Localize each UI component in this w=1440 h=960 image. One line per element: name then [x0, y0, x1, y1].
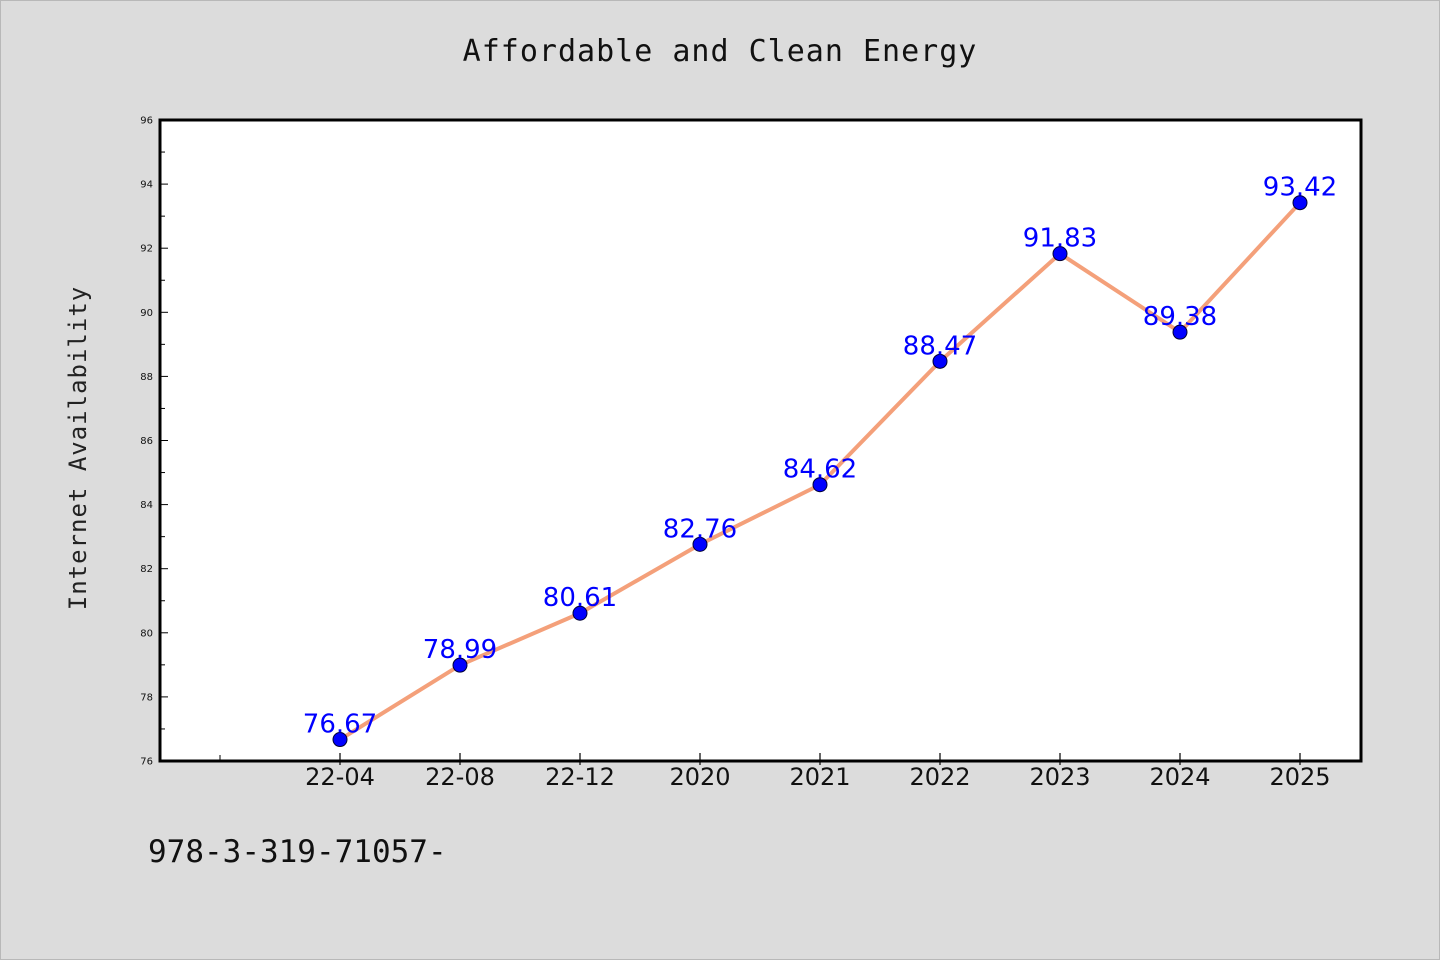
data-label: 80.61	[543, 583, 617, 613]
y-tick-label: 82	[140, 564, 153, 575]
y-tick-label: 96	[140, 116, 153, 127]
x-tick-label: 2022	[909, 763, 970, 791]
y-tick-label: 92	[140, 244, 153, 255]
x-tick-label: 2024	[1149, 763, 1210, 791]
x-tick-label: 22-04	[305, 763, 375, 791]
data-point	[572, 605, 588, 621]
y-tick-label: 84	[140, 500, 153, 511]
data-label: 93.42	[1263, 173, 1337, 203]
data-point	[1172, 324, 1188, 340]
x-tick-label: 22-12	[545, 763, 615, 791]
footer-code: 978-3-319-71057-	[148, 834, 447, 870]
data-point	[452, 657, 468, 673]
x-tick-label: 2020	[669, 763, 730, 791]
plot-area	[158, 118, 1363, 763]
y-tick-label: 88	[140, 372, 153, 383]
y-tick-label: 80	[140, 628, 153, 639]
y-axis-label: Internet Availability	[64, 286, 92, 610]
x-tick-label: 22-08	[425, 763, 495, 791]
data-point	[692, 536, 708, 552]
x-tick-label: 2025	[1269, 763, 1330, 791]
y-axis: 76 78 80 82 84 86 88 90 92 94 96	[140, 116, 168, 768]
x-axis: 22-04 22-08 22-12 2020 2021 2022 2023 2024 2025	[219, 753, 1331, 791]
data-label: 84.62	[783, 455, 857, 485]
data-label: 76.67	[303, 710, 377, 740]
y-tick-label: 78	[140, 692, 153, 703]
x-tick-label: 2021	[789, 763, 850, 791]
series-markers	[332, 195, 1308, 748]
data-label: 82.76	[663, 514, 737, 544]
data-label: 89.38	[1143, 302, 1217, 332]
data-label: 88.47	[903, 331, 977, 361]
data-label: 91.83	[1023, 224, 1097, 254]
data-point	[332, 732, 348, 748]
y-tick-label: 76	[140, 757, 153, 768]
data-point	[1292, 195, 1308, 211]
x-tick-label: 2023	[1029, 763, 1090, 791]
data-label: 78.99	[423, 635, 497, 665]
y-tick-label: 90	[140, 308, 153, 319]
data-point	[1052, 246, 1068, 262]
data-point	[812, 477, 828, 493]
y-tick-label: 86	[140, 436, 153, 447]
data-point	[932, 353, 948, 369]
data-labels: 76.67 78.99 80.61 82.76 84.62 88.47 91.83 89.38…	[303, 173, 1337, 740]
y-tick-label: 94	[140, 180, 153, 191]
chart-title: Affordable and Clean Energy	[462, 34, 978, 69]
